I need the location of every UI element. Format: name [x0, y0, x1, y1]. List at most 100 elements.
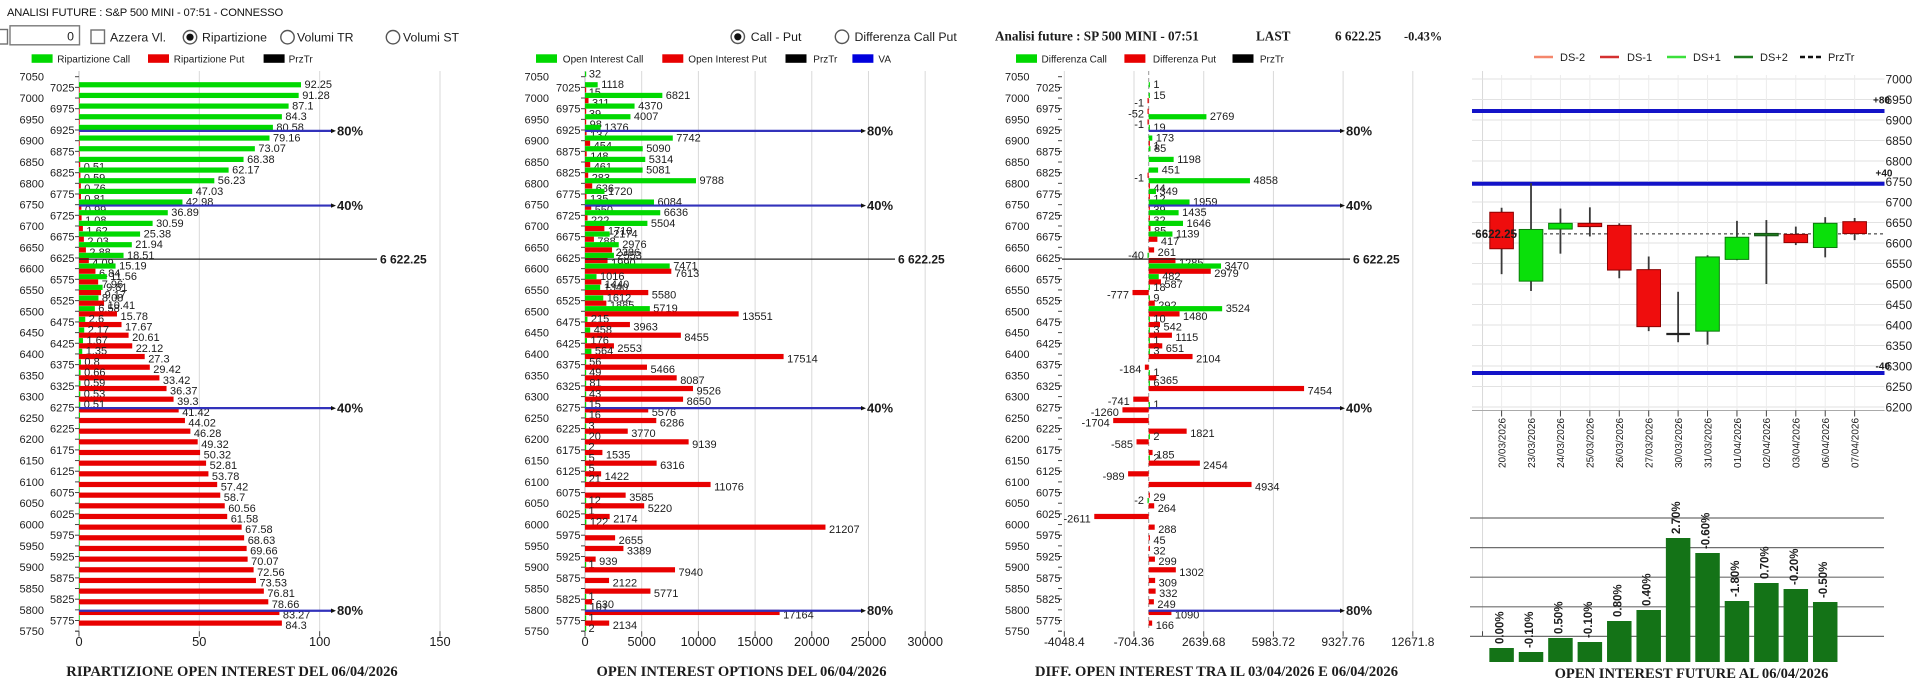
svg-text:6000: 6000 — [1005, 520, 1029, 532]
svg-text:80%: 80% — [867, 123, 893, 138]
svg-text:52.81: 52.81 — [210, 460, 238, 472]
svg-text:6500: 6500 — [525, 306, 549, 318]
svg-text:5975: 5975 — [50, 530, 74, 542]
svg-text:332: 332 — [1159, 588, 1177, 600]
svg-text:7025: 7025 — [1036, 82, 1060, 94]
svg-text:9: 9 — [1153, 292, 1159, 304]
svg-text:1: 1 — [1153, 335, 1159, 347]
svg-text:22.12: 22.12 — [136, 343, 164, 355]
svg-text:10.41: 10.41 — [108, 300, 136, 312]
svg-text:0.00%: 0.00% — [1495, 611, 1507, 644]
svg-text:630: 630 — [596, 599, 614, 611]
svg-text:68.38: 68.38 — [247, 154, 275, 166]
svg-text:PrzTr: PrzTr — [289, 55, 314, 66]
svg-text:6750: 6750 — [20, 200, 44, 212]
svg-text:5090: 5090 — [646, 143, 670, 155]
svg-text:5825: 5825 — [1036, 594, 1060, 606]
svg-text:6450: 6450 — [20, 328, 44, 340]
svg-text:78.66: 78.66 — [272, 599, 300, 611]
svg-text:27/03/2026: 27/03/2026 — [1645, 418, 1656, 468]
svg-text:100: 100 — [309, 634, 330, 649]
svg-text:6425: 6425 — [556, 338, 580, 350]
svg-text:-0.43%: -0.43% — [1404, 30, 1442, 44]
svg-text:61.58: 61.58 — [231, 514, 259, 526]
svg-text:5850: 5850 — [525, 584, 549, 596]
svg-text:7050: 7050 — [525, 72, 549, 84]
svg-text:6550: 6550 — [525, 285, 549, 297]
svg-text:6025: 6025 — [50, 509, 74, 521]
svg-text:587: 587 — [1164, 279, 1182, 291]
svg-text:1: 1 — [1153, 399, 1159, 411]
svg-text:+40: +40 — [1876, 169, 1893, 180]
svg-text:07/04/2026: 07/04/2026 — [1850, 418, 1861, 468]
svg-text:Open Interest Call: Open Interest Call — [563, 55, 644, 66]
svg-text:6850: 6850 — [1886, 134, 1913, 148]
svg-text:6825: 6825 — [50, 168, 74, 180]
svg-text:309: 309 — [1159, 578, 1177, 590]
svg-text:PrzTr: PrzTr — [1828, 52, 1855, 64]
svg-text:150: 150 — [429, 634, 450, 649]
svg-text:6286: 6286 — [660, 418, 684, 430]
svg-text:5925: 5925 — [50, 552, 74, 564]
svg-text:6950: 6950 — [1005, 114, 1029, 126]
svg-text:166: 166 — [1156, 620, 1174, 632]
svg-text:6925: 6925 — [1036, 125, 1060, 137]
svg-text:6525: 6525 — [50, 296, 74, 308]
svg-text:1720: 1720 — [608, 186, 632, 198]
svg-text:1: 1 — [1153, 140, 1159, 152]
svg-text:PrzTr: PrzTr — [813, 55, 838, 66]
svg-text:1646: 1646 — [1187, 218, 1211, 230]
svg-text:49.32: 49.32 — [201, 439, 229, 451]
svg-text:6375: 6375 — [50, 360, 74, 372]
svg-text:0.40%: 0.40% — [1642, 573, 1654, 606]
svg-text:46.28: 46.28 — [194, 428, 222, 440]
svg-text:15: 15 — [1153, 90, 1165, 102]
svg-text:6050: 6050 — [20, 498, 44, 510]
svg-text:67.58: 67.58 — [245, 524, 273, 536]
svg-text:5800: 5800 — [525, 605, 549, 617]
svg-text:6575: 6575 — [556, 274, 580, 286]
svg-text:OPEN INTEREST OPTIONS DEL 06/0: OPEN INTEREST OPTIONS DEL 06/04/2026 — [596, 664, 886, 680]
svg-text:6525: 6525 — [556, 296, 580, 308]
svg-text:70.07: 70.07 — [251, 556, 279, 568]
svg-text:5825: 5825 — [556, 594, 580, 606]
svg-text:12671.8: 12671.8 — [1391, 635, 1435, 649]
svg-text:06/04/2026: 06/04/2026 — [1821, 418, 1832, 468]
svg-text:0: 0 — [75, 634, 82, 649]
svg-text:288: 288 — [1158, 524, 1176, 536]
svg-text:6325: 6325 — [556, 381, 580, 393]
svg-text:-1: -1 — [1134, 119, 1144, 131]
svg-text:-777: -777 — [1107, 290, 1129, 302]
svg-text:6025: 6025 — [1036, 509, 1060, 521]
svg-text:173: 173 — [1156, 133, 1174, 145]
svg-text:2122: 2122 — [613, 578, 637, 590]
svg-text:5950: 5950 — [525, 541, 549, 553]
svg-text:1535: 1535 — [606, 450, 630, 462]
svg-text:40%: 40% — [1346, 401, 1372, 416]
svg-text:249: 249 — [1157, 599, 1175, 611]
svg-text:3524: 3524 — [1226, 303, 1250, 315]
svg-text:5983.72: 5983.72 — [1252, 635, 1296, 649]
svg-text:21.94: 21.94 — [135, 239, 163, 251]
svg-text:6750: 6750 — [1886, 175, 1913, 189]
svg-text:5576: 5576 — [652, 407, 676, 419]
svg-text:Volumi TR: Volumi TR — [297, 31, 354, 45]
svg-text:10000: 10000 — [681, 634, 717, 649]
svg-text:80%: 80% — [1346, 603, 1372, 618]
svg-text:6800: 6800 — [525, 178, 549, 190]
svg-text:0.50%: 0.50% — [1553, 601, 1565, 634]
svg-text:6000: 6000 — [20, 520, 44, 532]
svg-text:5875: 5875 — [556, 573, 580, 585]
svg-text:2104: 2104 — [1196, 354, 1220, 366]
svg-text:8087: 8087 — [680, 375, 704, 387]
svg-text:20000: 20000 — [794, 634, 830, 649]
svg-text:6000: 6000 — [525, 520, 549, 532]
svg-text:6925: 6925 — [556, 125, 580, 137]
svg-text:6275: 6275 — [556, 402, 580, 414]
svg-text:6550: 6550 — [1886, 257, 1913, 271]
svg-text:2174: 2174 — [613, 514, 637, 526]
svg-text:6675: 6675 — [50, 232, 74, 244]
svg-text:29: 29 — [1153, 492, 1165, 504]
svg-text:DS-2: DS-2 — [1560, 52, 1585, 64]
svg-text:6075: 6075 — [50, 488, 74, 500]
